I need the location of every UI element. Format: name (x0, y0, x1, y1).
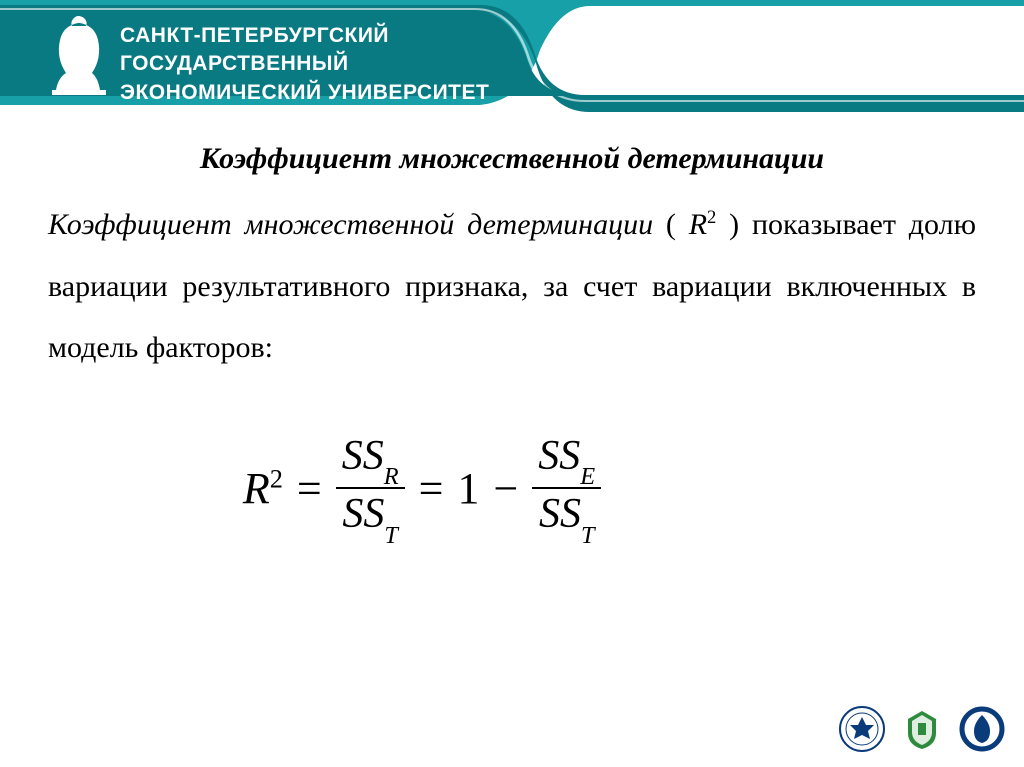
main-formula: R2 = SSR SST = 1 − SSE SST (0, 433, 1024, 545)
equals-2: = (419, 463, 444, 514)
footer-logos (838, 705, 1006, 753)
university-line3: ЭКОНОМИЧЕСКИЙ УНИВЕРСИТЕТ (120, 79, 489, 107)
crest-icon (898, 705, 946, 753)
formula-minus: − (493, 463, 518, 514)
university-line1: САНКТ-ПЕТЕРБУРГСКИЙ (120, 22, 489, 50)
ring-icon (958, 705, 1006, 753)
fraction-2: SSE SST (532, 433, 601, 545)
slide-header: САНКТ-ПЕТЕРБУРГСКИЙ ГОСУДАРСТВЕННЫЙ ЭКОН… (0, 0, 1024, 118)
equals-1: = (297, 463, 322, 514)
university-name: САНКТ-ПЕТЕРБУРГСКИЙ ГОСУДАРСТВЕННЫЙ ЭКОН… (120, 22, 489, 107)
seal-icon (838, 705, 886, 753)
body-paragraph: Коэффициент множественной детерминации (… (0, 194, 1024, 379)
paragraph-italic-prefix: Коэффициент множественной детерминации (48, 208, 653, 241)
university-line2: ГОСУДАРСТВЕННЫЙ (120, 50, 489, 78)
fraction-1: SSR SST (336, 433, 405, 545)
slide-title: Коэффициент множественной детерминации (0, 142, 1024, 176)
r2-symbol: ( R2 ) (666, 208, 752, 241)
formula-one: 1 (457, 463, 479, 514)
formula-lhs: R2 (243, 463, 283, 514)
